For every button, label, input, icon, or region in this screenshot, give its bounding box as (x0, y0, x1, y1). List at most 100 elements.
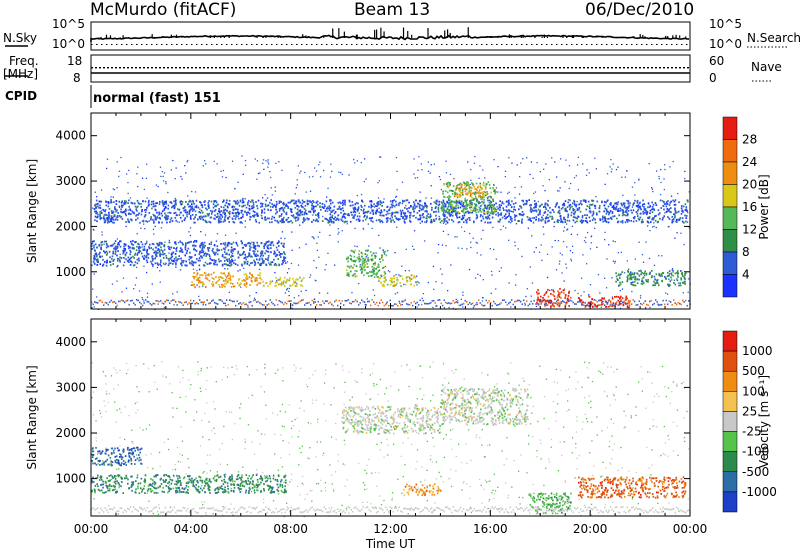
power-cell (641, 218, 644, 221)
power-cell (173, 212, 176, 215)
power-cell (119, 245, 122, 248)
power-cell (503, 209, 505, 211)
power-cell (450, 205, 452, 208)
power-cell (451, 200, 453, 203)
power-cell (534, 206, 536, 209)
power-speck (551, 157, 553, 159)
power-cell (469, 186, 471, 189)
power-speck (129, 197, 132, 199)
power-cell (393, 205, 396, 208)
power-cell (605, 305, 607, 308)
power-speck (403, 283, 405, 286)
power-cell (382, 201, 385, 204)
power-cell (225, 282, 227, 285)
power-speck (535, 247, 537, 249)
power-cell (228, 264, 231, 267)
power-speck (557, 240, 560, 242)
power-cell (220, 248, 223, 251)
nsearch-dot (271, 44, 273, 45)
power-speck (660, 181, 662, 184)
power-speck (473, 162, 476, 164)
power-cell (267, 247, 270, 250)
power-cell (409, 211, 412, 214)
power-cell (253, 259, 255, 262)
power-cell (256, 241, 258, 244)
nave-dot (651, 67, 653, 69)
nave-dot (411, 67, 413, 69)
power-cell (604, 207, 606, 210)
power-cell (399, 218, 401, 220)
power-cell (613, 215, 616, 217)
power-cell (540, 219, 542, 221)
power-cell (569, 208, 571, 211)
power-cell (498, 204, 501, 206)
power-cell (236, 199, 239, 202)
power-cell (94, 257, 96, 260)
power-cell (284, 262, 287, 264)
nave-dot (443, 67, 445, 69)
power-cell (99, 251, 101, 254)
power-cell (223, 263, 226, 265)
power-cell (491, 212, 494, 215)
power-cell (572, 209, 575, 212)
power-speck (566, 246, 568, 248)
power-cell (233, 206, 236, 208)
power-cell (354, 203, 357, 206)
power-cell (416, 212, 419, 214)
power-cell (283, 280, 285, 283)
power-cell (373, 203, 375, 206)
power-speck (234, 187, 236, 190)
power-cell (168, 259, 170, 262)
power-cell (587, 301, 590, 304)
power-cell (438, 203, 441, 206)
power-cell (655, 282, 657, 285)
power-cell (364, 204, 366, 207)
power-cell (228, 262, 231, 264)
power-cell (216, 245, 219, 248)
power-cell (379, 277, 382, 279)
power-speck (651, 187, 653, 189)
power-speck (262, 162, 264, 164)
power-speck (687, 211, 689, 214)
power-cell (116, 246, 119, 249)
power-cell (138, 259, 140, 262)
power-cell (490, 196, 492, 199)
power-cell (113, 221, 115, 224)
power-cell (445, 220, 448, 223)
power-cell (371, 216, 374, 219)
power-cell (385, 254, 388, 257)
nsearch-dot (526, 44, 528, 45)
power-cell (430, 219, 433, 221)
power-cell (119, 256, 121, 259)
power-cell (285, 211, 288, 214)
power-speck (401, 265, 403, 267)
power-cell (160, 259, 162, 262)
power-cell (451, 189, 453, 192)
power-cell (684, 203, 687, 206)
power-speck (185, 172, 187, 174)
power-cell (602, 215, 604, 218)
power-cell (200, 242, 203, 245)
power-cell (156, 202, 158, 204)
power-cell (557, 290, 559, 293)
power-cell (625, 295, 628, 298)
power-cell (202, 250, 205, 253)
power-cell (485, 183, 488, 186)
power-cell (354, 213, 356, 216)
power-cell (240, 209, 243, 212)
power-cell (497, 214, 500, 216)
power-speck (245, 164, 247, 166)
power-cell (409, 280, 412, 282)
power-cell (165, 217, 167, 220)
power-cell (413, 210, 415, 213)
power-cell (224, 259, 226, 262)
power-cell (612, 215, 614, 218)
power-cell (194, 286, 196, 288)
power-cell (576, 209, 579, 212)
nave-dot (203, 67, 205, 69)
power-cell (618, 214, 620, 217)
power-speck (198, 268, 201, 270)
power-speck (565, 159, 567, 161)
power-cell (152, 205, 155, 208)
power-cell (552, 209, 554, 211)
